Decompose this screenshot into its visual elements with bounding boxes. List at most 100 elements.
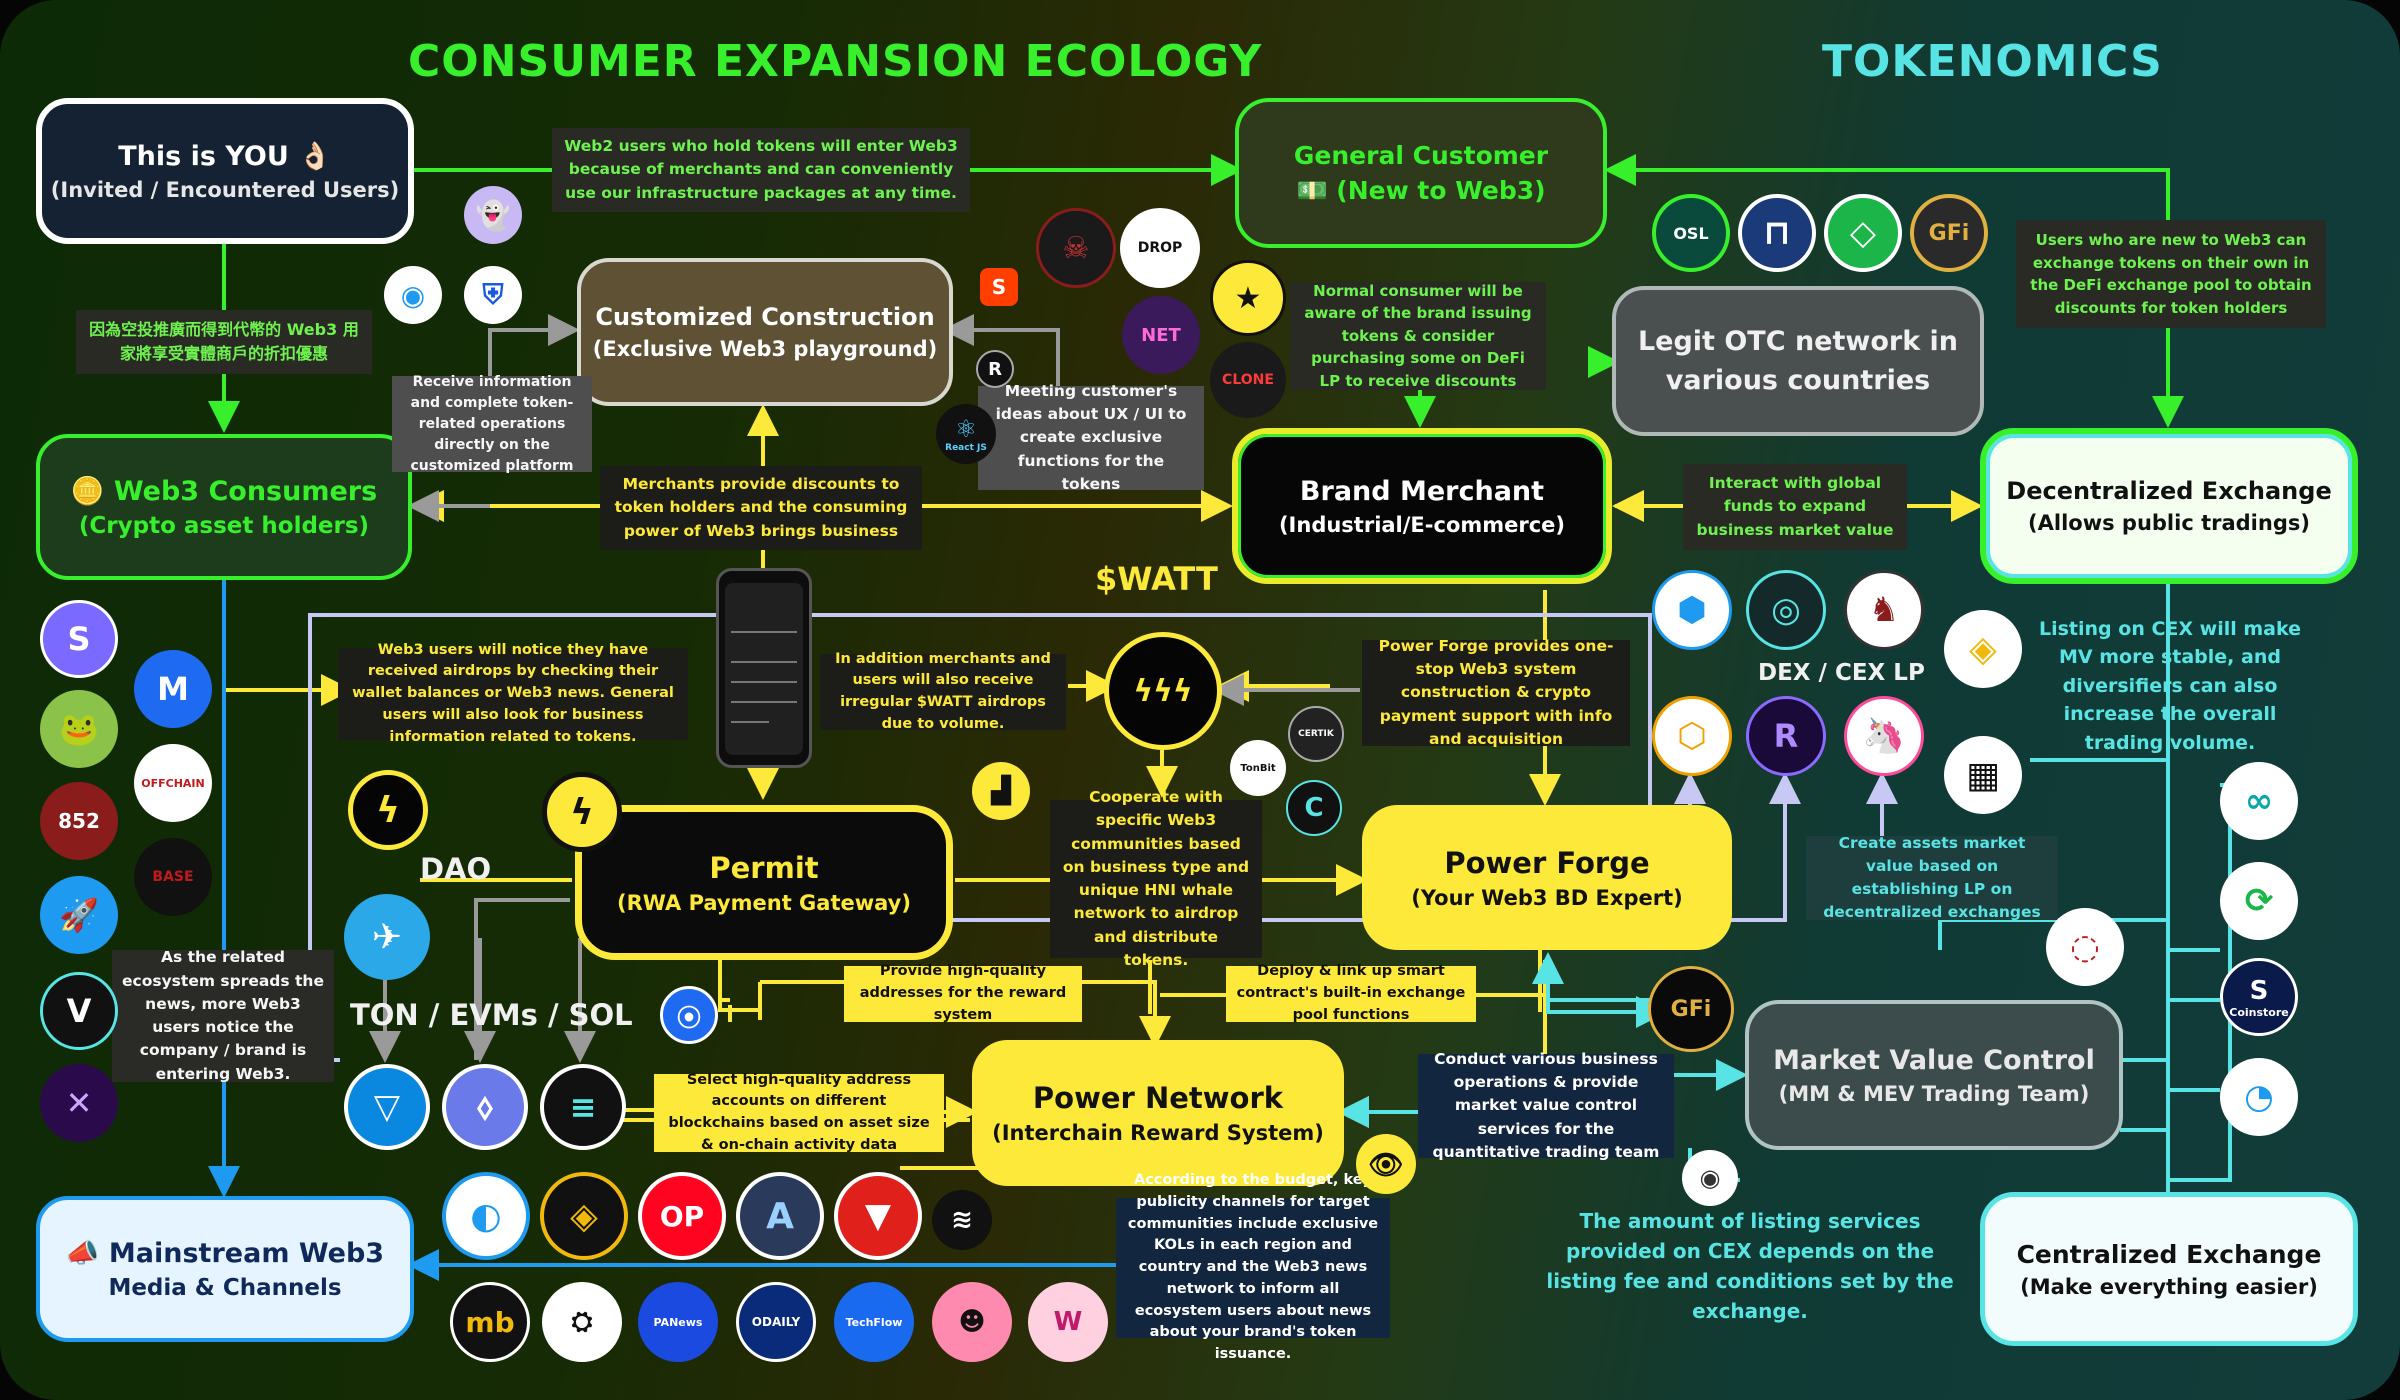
tonbit-logo-icon[interactable]: TonBit	[1230, 740, 1286, 796]
net-logo-icon[interactable]: NET	[1122, 296, 1200, 374]
uniswap-logo-icon[interactable]: 🦄	[1844, 696, 1924, 776]
eye-logo-icon[interactable]: 👁	[1356, 1134, 1416, 1194]
clone-logo-icon[interactable]: CLONE	[1210, 342, 1286, 418]
note-forge-support: Power Forge provides one-stop Web3 syste…	[1362, 637, 1630, 748]
watt-label: $WATT	[1095, 560, 1218, 598]
odaily-logo-icon[interactable]: ODAILY	[736, 1282, 816, 1362]
watt-bolt-icon[interactable]: ϟϟϟ	[1104, 632, 1222, 750]
dex-logo-1-icon[interactable]: ⬢	[1652, 570, 1732, 650]
note-receive-info: Receive information and complete token-r…	[392, 374, 592, 474]
cex-logo-5-icon[interactable]: ◌	[2046, 908, 2124, 986]
h-logo-icon[interactable]: ⊓	[1738, 194, 1816, 272]
node-otc[interactable]: Legit OTC network in various countries	[1612, 286, 1984, 436]
1inch-logo-icon[interactable]: ♞	[1844, 570, 1924, 650]
offchain-logo-icon[interactable]: OFFCHAIN	[134, 744, 212, 822]
coinmarketcap-logo-icon[interactable]: M	[134, 650, 212, 728]
852-logo-icon[interactable]: 852	[40, 782, 118, 860]
dex-logo-5-icon[interactable]: R	[1746, 696, 1826, 776]
c-logo-icon[interactable]: C	[1286, 780, 1342, 836]
node-dex[interactable]: Decentralized Exchange (Allows public tr…	[1980, 428, 2358, 584]
dao-bolt-icon[interactable]: ϟ	[348, 770, 428, 850]
node-you[interactable]: This is YOU 👌🏻 (Invited / Encountered Us…	[36, 98, 414, 244]
note-cex-listing: Listing on CEX will make MV more stable,…	[2039, 617, 2301, 754]
star-badge-logo-icon[interactable]: ★	[1210, 260, 1286, 336]
node-market-value-control[interactable]: Market Value Control (MM & MEV Trading T…	[1745, 1000, 2123, 1150]
gfi-logo-icon[interactable]: GFi	[1910, 194, 1988, 272]
note-ecosystem-spreads: As the related ecosystem spreads the new…	[112, 948, 334, 1083]
node-power-network[interactable]: Power Network (Interchain Reward System)	[972, 1040, 1344, 1186]
cex-logo-1-icon[interactable]: ∞	[2220, 762, 2298, 840]
arbitrum-logo-icon[interactable]: A	[736, 1172, 824, 1260]
dex-logo-4-icon[interactable]: ⬡	[1652, 696, 1732, 776]
node-web3-consumers[interactable]: 🪙 Web3 Consumers (Crypto asset holders)	[36, 434, 412, 580]
svelte-logo-icon[interactable]: S	[980, 268, 1018, 306]
mb-logo-icon[interactable]: mb	[450, 1282, 530, 1362]
bnb-logo-icon[interactable]: ◈	[540, 1172, 628, 1260]
permit-bolt-icon[interactable]: ϟ	[542, 772, 622, 852]
ring-logo-icon[interactable]: ◉	[1682, 1150, 1738, 1206]
node-dex-sub: (Allows public tradings)	[2028, 511, 2310, 535]
note-listing-services: The amount of listing services provided …	[1546, 1209, 1954, 1323]
drop-logo-icon[interactable]: DROP	[1120, 208, 1200, 288]
cex-logo-4-icon[interactable]: ◔	[2220, 1058, 2298, 1136]
stats-logo-icon[interactable]: ▟	[972, 762, 1030, 820]
okx-logo-icon[interactable]: ▦	[1944, 736, 2022, 814]
op-logo-icon[interactable]: OP	[638, 1172, 726, 1260]
note-chinese-airdrop: 因為空投推廣而得到代幣的 Web3 用家將享受實體商戶的折扣優惠	[76, 310, 372, 374]
node-media[interactable]: 📣 Mainstream Web3 Media & Channels	[36, 1196, 414, 1342]
ghost-logo-icon[interactable]: 👻	[464, 186, 522, 244]
node-media-title: 📣 Mainstream Web3	[65, 1238, 385, 1269]
signal-logo-icon[interactable]: ◉	[384, 266, 442, 324]
section-title-consumer: CONSUMER EXPANSION ECOLOGY	[408, 36, 1263, 87]
panews-logo-icon[interactable]: PANews	[638, 1282, 718, 1362]
node-network-title: Power Network	[1032, 1081, 1284, 1115]
node-forge-sub: (Your Web3 BD Expert)	[1411, 885, 1683, 910]
node-permit-title: Permit	[709, 850, 819, 885]
node-power-forge[interactable]: Power Forge (Your Web3 BD Expert)	[1362, 805, 1732, 950]
node-custom-title: Customized Construction	[595, 303, 935, 331]
v-logo-icon[interactable]: V	[40, 972, 118, 1050]
node-cex[interactable]: Centralized Exchange (Make everything ea…	[1980, 1192, 2358, 1346]
techflow-logo-icon[interactable]: TechFlow	[834, 1282, 914, 1362]
note-create-assets: Create assets market value based on esta…	[1806, 834, 2058, 921]
telegram-logo-icon[interactable]: ✈	[344, 894, 430, 980]
node-mvc-sub: (MM & MEV Trading Team)	[1778, 1081, 2090, 1106]
node-general-customer[interactable]: General Customer 💵 (New to Web3)	[1235, 98, 1607, 248]
gfi-blockchain-logo-icon[interactable]: GFi	[1648, 966, 1734, 1052]
media-logo-2-icon[interactable]: ⛭	[542, 1282, 622, 1362]
chain-link-logo-icon[interactable]: ⦿	[660, 986, 718, 1044]
cex-logo-2-icon[interactable]: ⟳	[2220, 862, 2298, 940]
shield-logo-icon[interactable]: ⛨	[464, 266, 522, 324]
rocket-logo-icon[interactable]: 🚀	[40, 876, 118, 954]
ton-logo-icon[interactable]: ▽	[344, 1064, 430, 1150]
certik-logo-icon[interactable]: CERTIK	[1288, 706, 1344, 762]
note-deploy-contract: Deploy & link up smart contract's built-…	[1226, 963, 1476, 1023]
osl-logo-icon[interactable]: OSL	[1652, 194, 1730, 272]
node-custom-construction[interactable]: Customized Construction (Exclusive Web3 …	[577, 258, 953, 406]
base-logo-icon[interactable]: BASE	[134, 838, 212, 916]
dex-logo-2-icon[interactable]: ◎	[1746, 570, 1826, 650]
chains-label: TON / EVMs / SOL	[350, 998, 633, 1032]
swirl-logo-icon[interactable]: S	[40, 600, 118, 678]
bottom-chain-1-icon[interactable]: ◐	[442, 1172, 530, 1260]
gecko-logo-icon[interactable]: 🐸	[40, 690, 118, 768]
solana-logo-icon[interactable]: ≡	[540, 1064, 626, 1150]
media-logo-6-icon[interactable]: ☻	[932, 1282, 1012, 1362]
binance-logo-icon[interactable]: ◈	[1944, 610, 2022, 688]
node-you-sub: (Invited / Encountered Users)	[50, 178, 400, 202]
punk-logo-icon[interactable]: ☠	[1036, 208, 1116, 288]
node-brand-merchant[interactable]: Brand Merchant (Industrial/E-commerce)	[1232, 428, 1612, 584]
ethereum-logo-icon[interactable]: ⬨	[442, 1064, 528, 1150]
node-media-sub: Media & Channels	[108, 1275, 342, 1301]
x-logo-icon[interactable]: ✕	[40, 1064, 118, 1142]
coinstore-logo-icon[interactable]: S Coinstore	[2220, 958, 2298, 1036]
bottom-chain-6-icon[interactable]: ≋	[932, 1190, 992, 1250]
node-web3-consumers-sub: (Crypto asset holders)	[78, 513, 370, 539]
tron-logo-icon[interactable]: ▼	[834, 1172, 922, 1260]
react-logo-icon[interactable]: ⚛ React JS	[936, 404, 996, 464]
media-logo-7-icon[interactable]: W	[1028, 1282, 1108, 1362]
node-permit[interactable]: Permit (RWA Payment Gateway)	[575, 805, 953, 960]
r-logo-icon[interactable]: R	[976, 350, 1014, 388]
diamond-logo-icon[interactable]: ◇	[1824, 194, 1902, 272]
note-quality-addresses: Provide high-quality addresses for the r…	[844, 963, 1082, 1023]
